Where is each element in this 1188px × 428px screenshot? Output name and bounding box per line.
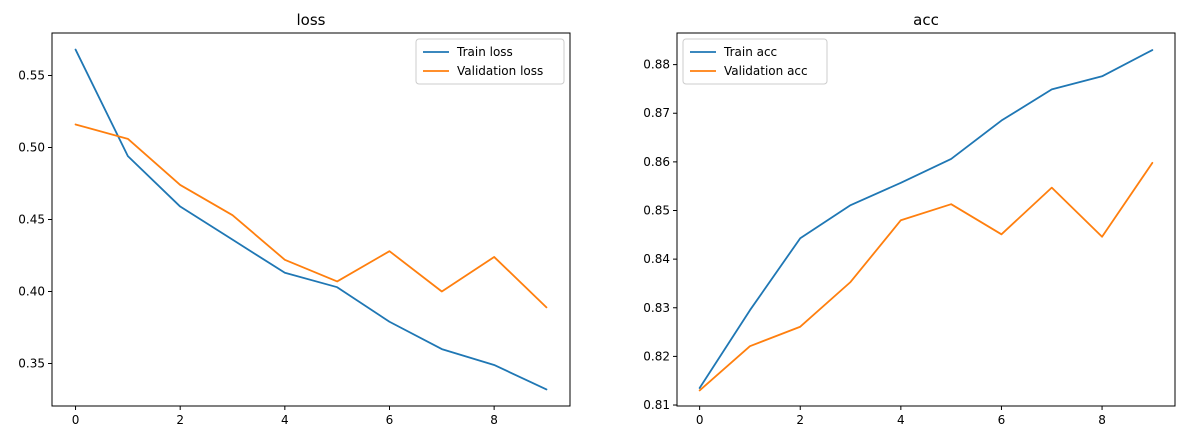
axes-frame [676, 32, 1176, 407]
chart-loss: loss 0 2 4 6 8 0.35 0.40 0.45 0.50 0.55 Train loss V… [18, 11, 571, 427]
x-tick-label: 4 [897, 413, 905, 427]
y-tick-label: 0.88 [643, 58, 670, 72]
series-line-train-acc [698, 49, 1154, 389]
x-tick-label: 8 [1098, 413, 1106, 427]
legend-box [415, 38, 565, 85]
x-tick-label: 2 [796, 413, 804, 427]
legend-label: Validation acc [724, 64, 808, 78]
legend-label: Validation loss [457, 64, 543, 78]
chart-title: loss [297, 11, 326, 29]
x-tick-label: 8 [490, 413, 498, 427]
y-tick-label: 0.87 [643, 106, 670, 120]
series-line-train-loss [74, 48, 548, 391]
y-tick-label: 0.35 [18, 357, 45, 371]
x-tick-label: 2 [176, 413, 184, 427]
legend-label: Train loss [456, 45, 513, 59]
y-tick-label: 0.81 [643, 398, 670, 412]
x-tick-label: 0 [696, 413, 704, 427]
y-tick-label: 0.40 [18, 285, 45, 299]
y-tick-label: 0.55 [18, 68, 45, 82]
y-tick-label: 0.50 [18, 140, 45, 154]
chart-acc: acc 0 2 4 6 8 0.81 0.82 0.83 0.84 0.85 0.86 0.87 0.88… [643, 11, 1176, 427]
legend: Train loss Validation loss [415, 38, 565, 85]
legend-box [682, 38, 828, 85]
y-tick-label: 0.85 [643, 204, 670, 218]
axes-frame [51, 32, 571, 407]
y-tick-label: 0.82 [643, 349, 670, 363]
y-tick-label: 0.86 [643, 155, 670, 169]
x-tick-label: 6 [998, 413, 1006, 427]
chart-title: acc [913, 11, 939, 29]
x-tick-label: 0 [72, 413, 80, 427]
legend: Train acc Validation acc [682, 38, 828, 85]
x-tick-label: 6 [386, 413, 394, 427]
legend-label: Train acc [723, 45, 777, 59]
y-tick-label: 0.83 [643, 301, 670, 315]
series-line-validation-loss [74, 123, 548, 309]
series-line-validation-acc [698, 161, 1154, 392]
y-tick-label: 0.45 [18, 213, 45, 227]
x-tick-label: 4 [281, 413, 289, 427]
y-tick-label: 0.84 [643, 252, 670, 266]
